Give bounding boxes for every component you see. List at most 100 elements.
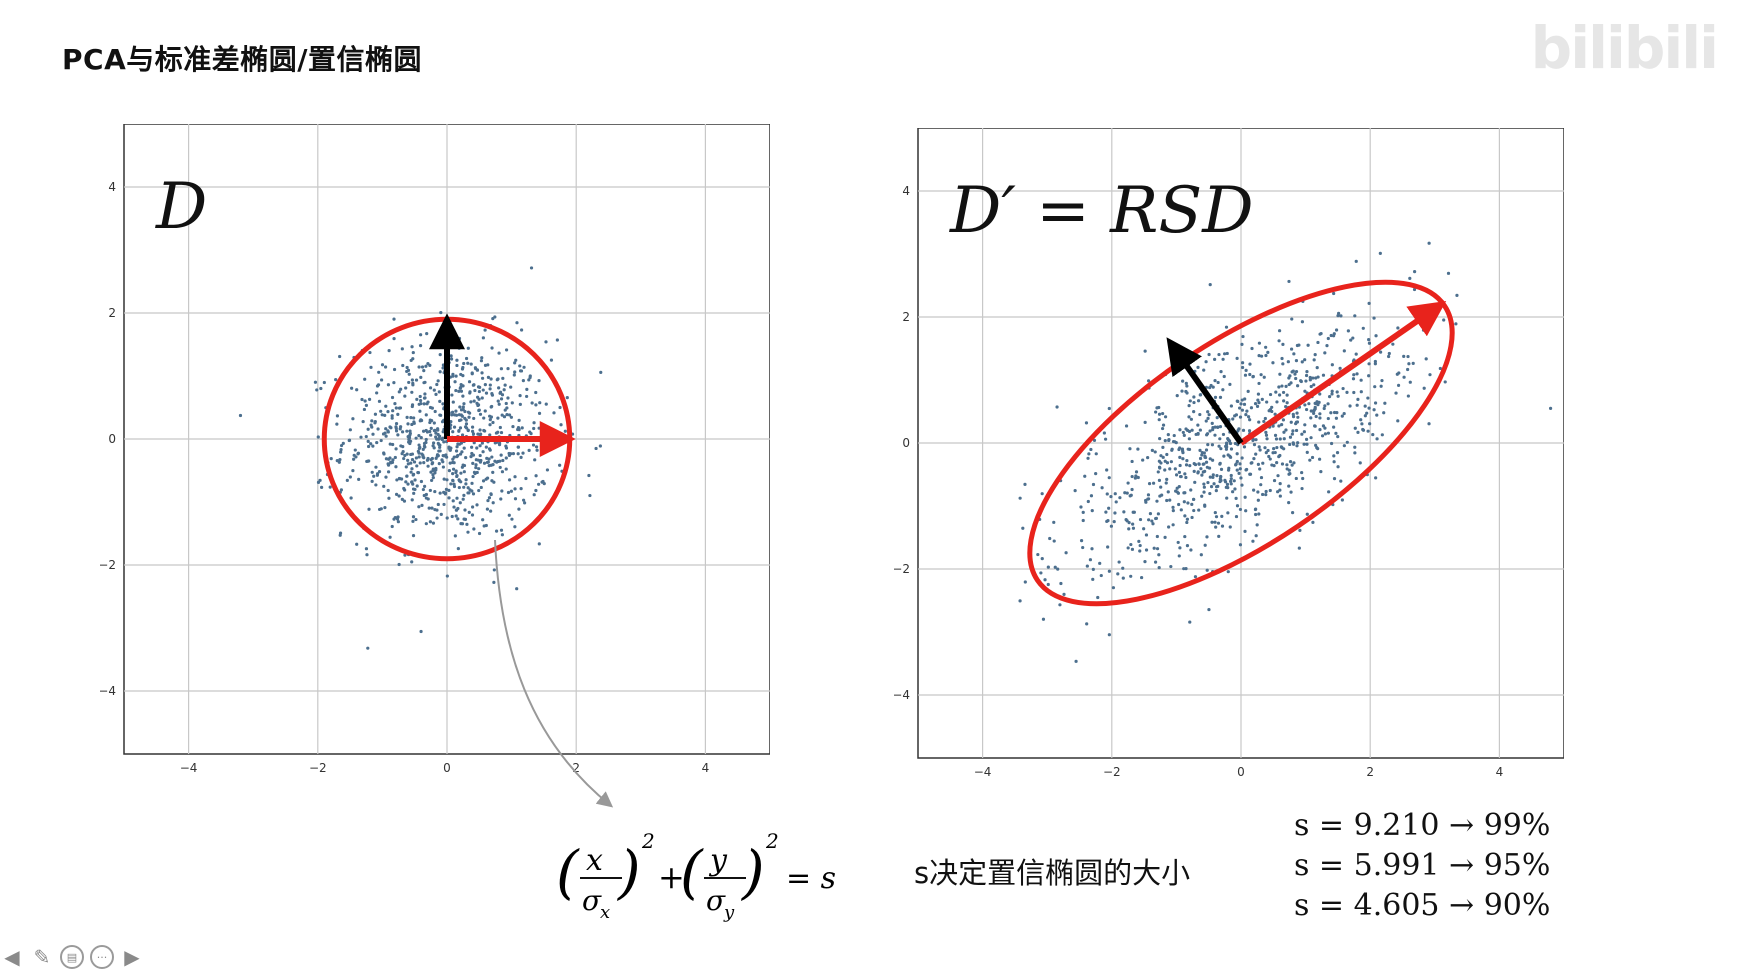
next-slide-icon[interactable]: ▶	[124, 945, 140, 969]
data-point	[1363, 404, 1367, 408]
data-point	[429, 458, 433, 462]
data-point	[1306, 343, 1310, 347]
data-point	[1211, 385, 1215, 389]
data-point	[464, 422, 469, 426]
data-point	[1278, 453, 1282, 458]
subtitle-icon[interactable]: ▤	[60, 945, 84, 969]
data-point	[1172, 433, 1176, 438]
data-point	[406, 462, 410, 466]
data-point	[1443, 380, 1447, 384]
data-point	[411, 534, 416, 538]
data-point	[1185, 428, 1190, 432]
data-point	[1335, 451, 1340, 455]
data-point	[1216, 425, 1220, 430]
data-point	[1122, 510, 1126, 514]
data-point	[1109, 524, 1114, 528]
data-point	[1332, 425, 1336, 429]
data-point	[481, 388, 485, 392]
data-point	[390, 416, 394, 420]
data-point	[1238, 467, 1242, 471]
data-point	[1161, 455, 1165, 459]
data-point	[1142, 527, 1146, 531]
data-point	[477, 408, 481, 413]
data-point	[1056, 567, 1060, 571]
data-point	[535, 448, 539, 452]
data-point	[438, 399, 442, 403]
data-point	[1214, 525, 1218, 529]
data-point	[1327, 490, 1331, 494]
data-point	[386, 409, 390, 414]
data-point	[414, 436, 418, 440]
data-point	[1129, 542, 1133, 547]
data-point	[1165, 461, 1170, 465]
data-point	[370, 470, 374, 474]
data-point	[1317, 400, 1321, 404]
data-point	[1296, 441, 1300, 445]
data-point	[1243, 397, 1247, 401]
data-point	[498, 465, 502, 470]
data-point	[1279, 445, 1283, 449]
data-point	[1342, 349, 1346, 353]
data-point	[499, 528, 504, 532]
data-point	[348, 428, 352, 432]
more-icon[interactable]: ···	[90, 945, 114, 969]
data-point	[1257, 512, 1261, 516]
data-point	[352, 457, 356, 461]
data-point	[544, 402, 548, 406]
data-point	[1249, 406, 1254, 410]
data-point	[1156, 512, 1160, 516]
data-point	[1111, 586, 1116, 590]
data-point	[1181, 457, 1185, 461]
data-point	[1144, 500, 1148, 504]
data-point	[428, 420, 432, 425]
data-point	[357, 477, 361, 481]
data-point	[405, 415, 409, 419]
data-point	[409, 461, 413, 465]
data-point	[1367, 406, 1371, 410]
data-point	[1318, 392, 1322, 396]
data-point	[1040, 556, 1044, 561]
data-point	[1163, 439, 1167, 443]
data-point	[1315, 366, 1319, 370]
data-point	[1153, 450, 1157, 454]
data-point	[427, 506, 431, 510]
data-point	[410, 404, 414, 409]
data-point	[454, 470, 458, 475]
data-point	[1215, 416, 1219, 420]
x-tick-label: 2	[1366, 765, 1374, 779]
prev-slide-icon[interactable]: ◀	[4, 945, 20, 969]
data-point	[1422, 386, 1426, 390]
data-point	[369, 442, 373, 446]
data-point	[1246, 389, 1250, 393]
data-point	[1183, 472, 1187, 476]
data-point	[1203, 469, 1207, 473]
data-point	[534, 390, 538, 395]
data-point	[1228, 382, 1232, 386]
data-point	[529, 432, 533, 436]
data-point	[1199, 553, 1203, 557]
data-point	[1206, 416, 1210, 421]
data-point	[1091, 567, 1095, 571]
data-point	[519, 455, 523, 459]
data-point	[515, 587, 519, 591]
data-point	[1361, 326, 1365, 330]
data-point	[397, 494, 401, 498]
data-point	[421, 447, 425, 451]
data-point	[1391, 342, 1395, 346]
data-point	[379, 507, 383, 511]
data-point	[511, 424, 515, 429]
data-point	[489, 509, 493, 513]
data-point	[1161, 445, 1165, 449]
data-point	[1214, 515, 1219, 519]
data-point	[407, 440, 411, 444]
data-point	[338, 533, 342, 537]
data-point	[359, 435, 363, 439]
data-point	[513, 525, 517, 529]
data-point	[400, 497, 404, 501]
data-point	[488, 387, 492, 391]
data-point	[1222, 374, 1226, 379]
pen-icon[interactable]: ✎	[33, 945, 51, 969]
x-tick-label: 0	[1237, 765, 1245, 779]
minor-axis-vector	[1166, 337, 1244, 445]
data-point	[371, 444, 375, 448]
